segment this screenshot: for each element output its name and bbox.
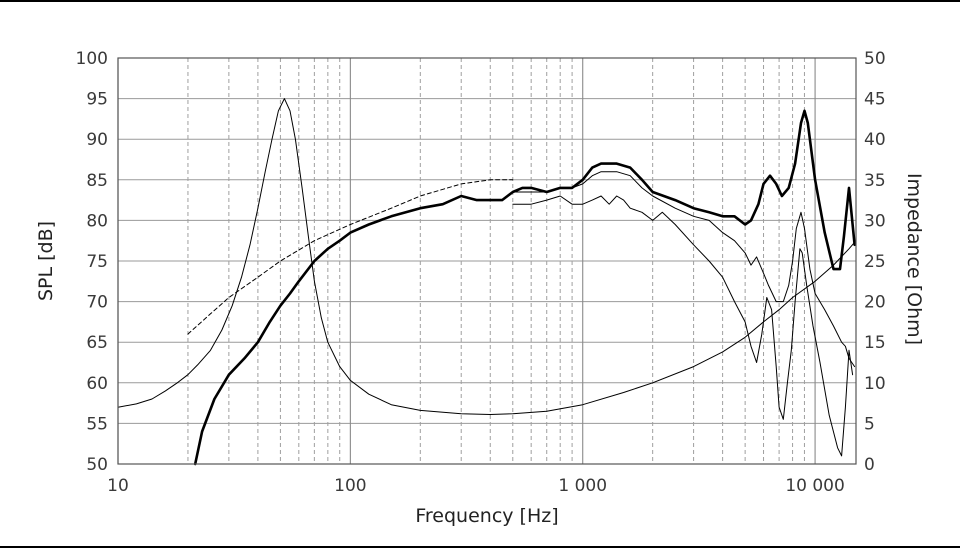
series-line-spl-on-axis xyxy=(193,109,856,466)
y2-tick-label: 5 xyxy=(864,414,875,434)
series-line-spl-60-deg xyxy=(512,195,854,457)
y2-tick-label: 50 xyxy=(864,49,886,69)
x-tick-labels: 10 100 1 000 10 000 xyxy=(107,476,845,496)
y-tick-label: 60 xyxy=(86,374,108,394)
series-line-dashed-reference xyxy=(187,179,514,335)
y2-tick-label: 30 xyxy=(864,211,886,231)
y-tick-label: 75 xyxy=(86,252,108,272)
y2-tick-label: 0 xyxy=(864,455,875,475)
y-tick-label: 85 xyxy=(86,171,108,191)
y2-tick-labels: 0 5 10 15 20 25 30 35 40 45 50 xyxy=(864,49,886,475)
x-tick-label: 10 xyxy=(107,476,129,496)
series-layer xyxy=(117,98,857,466)
y2-tick-label: 15 xyxy=(864,333,886,353)
y2-tick-label: 10 xyxy=(864,374,886,394)
y-tick-label: 55 xyxy=(86,414,108,434)
y-tick-label: 100 xyxy=(76,49,108,69)
y2-tick-label: 25 xyxy=(864,252,886,272)
series-line-spl-30-deg xyxy=(512,171,856,368)
x-tick-label: 10 000 xyxy=(785,476,844,496)
y2-tick-label: 20 xyxy=(864,293,886,313)
series-line-impedance xyxy=(117,98,857,415)
y-tick-label: 95 xyxy=(86,90,108,110)
y-tick-label: 65 xyxy=(86,333,108,353)
x-tick-label: 100 xyxy=(334,476,366,496)
y2-axis-title: Impedance [Ohm] xyxy=(903,173,925,345)
x-axis-title: Frequency [Hz] xyxy=(415,505,558,527)
x-tick-label: 1 000 xyxy=(558,476,607,496)
plot-frame xyxy=(117,57,857,465)
y-tick-label: 90 xyxy=(86,130,108,150)
y2-tick-label: 45 xyxy=(864,90,886,110)
y-tick-label: 50 xyxy=(86,455,108,475)
y2-tick-label: 40 xyxy=(864,130,886,150)
y-tick-labels: 50 55 60 65 70 75 80 85 90 95 100 xyxy=(76,49,108,475)
y2-tick-label: 35 xyxy=(864,171,886,191)
y-axis-title: SPL [dB] xyxy=(35,221,57,301)
y-tick-label: 80 xyxy=(86,211,108,231)
y-tick-label: 70 xyxy=(86,293,108,313)
